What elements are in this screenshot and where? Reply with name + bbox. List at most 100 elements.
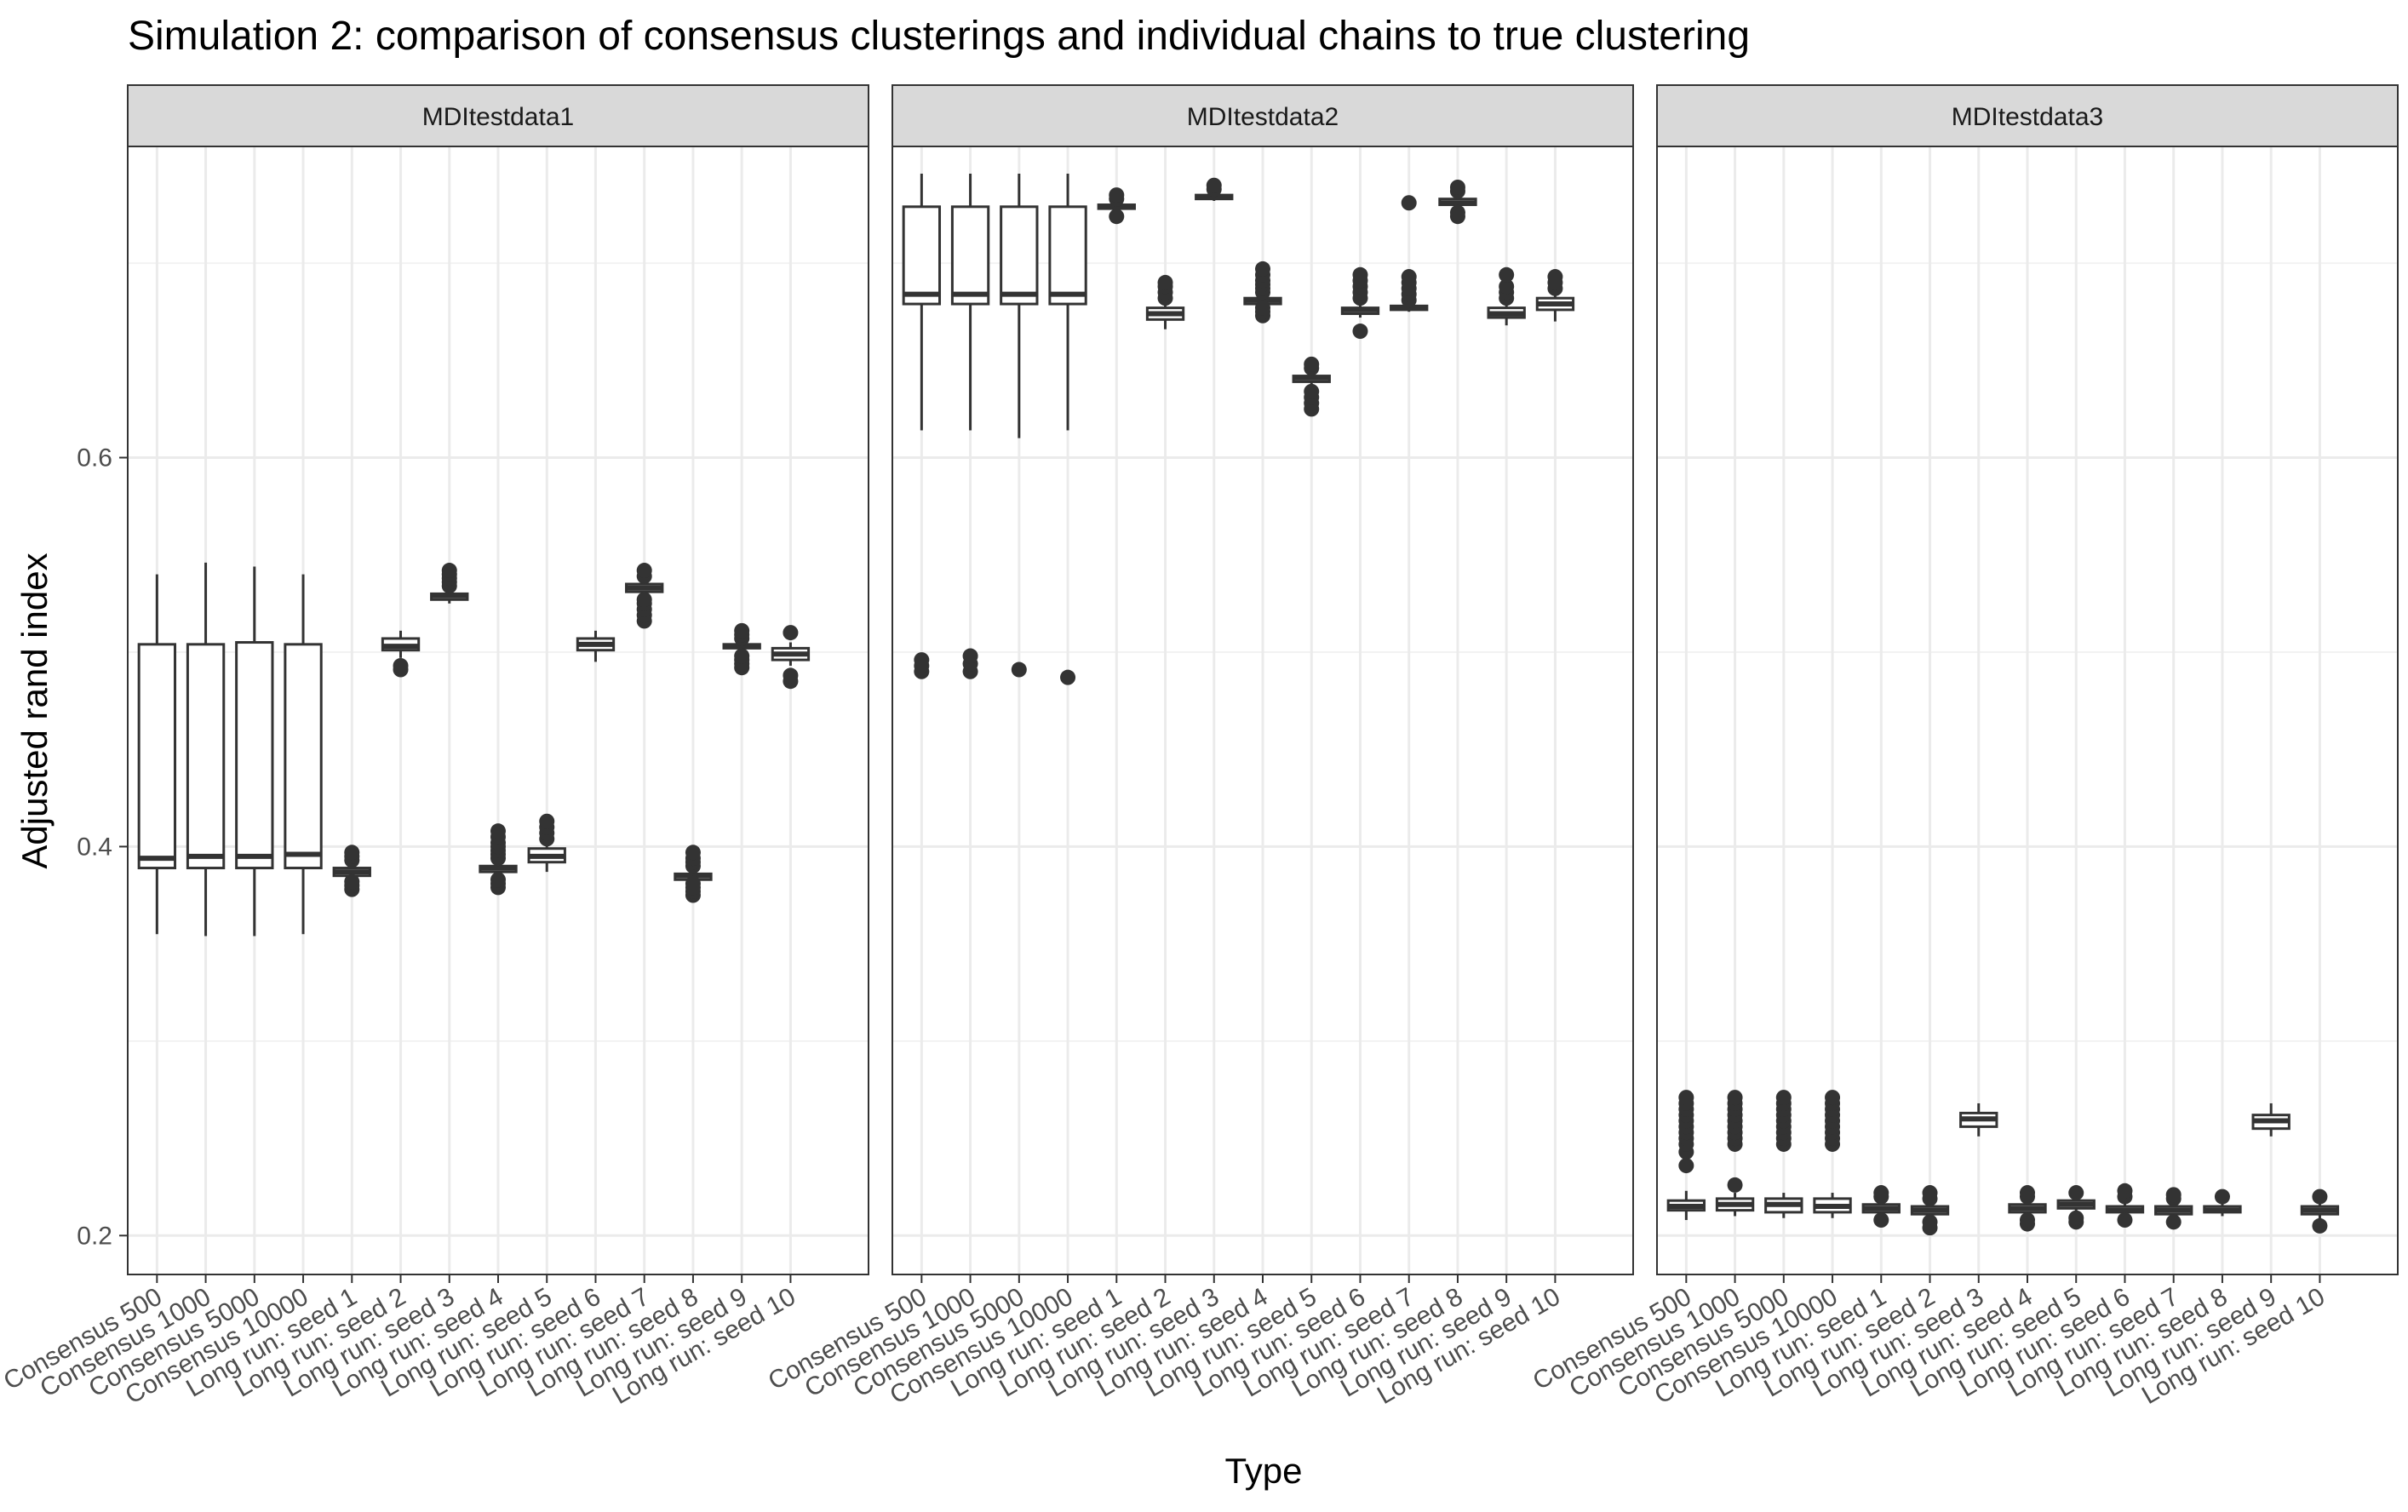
outlier-point [1873,1185,1889,1201]
box-11 [1390,195,1429,312]
box-12 [2203,1188,2242,1217]
box-1 [137,574,177,935]
outlier-point [1449,179,1465,195]
box-2 [1715,1090,1755,1217]
box-12 [674,845,713,903]
outlier-point [1922,1185,1938,1201]
box-2 [950,173,990,679]
box-7 [1195,177,1234,201]
box-14 [1535,269,1575,322]
outlier-point [490,823,506,839]
y-axis-title: Adjusted rand index [14,553,54,868]
outlier-point [2165,1214,2182,1230]
outlier-point [1727,1090,1743,1106]
outlier-point [1109,209,1125,225]
box-iqr [284,643,323,870]
box-4 [284,574,323,935]
facet-strip [892,84,1634,147]
outlier-point [1401,269,1417,285]
outlier-point [1255,300,1270,316]
outlier-point [1825,1090,1841,1106]
box-12 [1438,179,1477,225]
outlier-point [636,592,652,608]
facet-strip [1656,84,2399,147]
outlier-point [539,813,555,829]
outlier-point [1352,324,1368,340]
box-6 [1145,274,1185,329]
outlier-point [1255,261,1270,277]
outlier-point [1304,383,1320,399]
box-2 [186,562,226,936]
box-6 [381,630,421,678]
outlier-point [636,563,652,579]
outlier-point [1873,1212,1889,1228]
outlier-point [1352,266,1368,283]
outlier-point [734,622,750,639]
y-tick-label: 0.6 [77,444,112,472]
outlier-point [2117,1212,2133,1228]
box-14 [771,625,811,690]
box-5 [332,845,371,897]
facet-strip-label: MDItestdata1 [422,103,574,131]
box-6 [1910,1185,1950,1236]
outlier-point [2214,1188,2230,1205]
outlier-point [685,875,701,891]
box-11 [2154,1187,2193,1230]
box-3 [235,566,274,936]
box-4 [1048,173,1087,685]
outlier-point [2312,1217,2328,1234]
box-7 [430,563,469,604]
outlier-point [393,657,409,673]
outlier-point [1206,177,1222,193]
box-5 [1097,187,1136,225]
box-9 [2056,1185,2096,1230]
outlier-point [2020,1212,2035,1228]
outlier-point [2165,1187,2182,1203]
box-3 [1000,173,1039,678]
box-8 [2008,1185,2047,1232]
outlier-point [441,563,457,579]
x-axis-title: Type [1224,1451,1302,1491]
outlier-point [1157,274,1173,290]
box-13 [1487,266,1526,326]
outlier-point [783,667,799,684]
box-9 [1292,356,1331,417]
box-13 [2251,1102,2290,1137]
outlier-point [1727,1177,1743,1193]
outlier-point [1109,187,1125,203]
outlier-point [2117,1183,2133,1199]
outlier-point [2068,1210,2084,1226]
box-iqr [902,205,942,306]
facet-strip-label: MDItestdata3 [1952,103,2103,131]
box-11 [625,563,664,629]
y-tick-label: 0.2 [77,1222,112,1250]
box-3 [1764,1090,1803,1218]
box-iqr [1000,205,1039,306]
outlier-point [1499,266,1515,283]
box-9 [527,813,566,873]
box-14 [2300,1188,2340,1234]
outlier-point [1678,1090,1694,1106]
box-13 [722,622,761,676]
box-iqr [186,643,226,870]
outlier-point [1011,662,1027,678]
outlier-point [685,845,701,861]
y-tick-label: 0.4 [77,833,112,861]
box-10 [1340,266,1380,340]
facet-strip-label: MDItestdata2 [1187,103,1339,131]
outlier-point [344,873,360,890]
outlier-point [1401,195,1417,211]
box-8 [1243,261,1282,324]
box-5 [1861,1185,1901,1228]
outlier-point [1499,278,1515,295]
outlier-point [734,648,750,664]
box-iqr [1048,205,1087,306]
box-8 [479,823,518,896]
box-1 [902,173,942,679]
outlier-point [344,845,360,861]
